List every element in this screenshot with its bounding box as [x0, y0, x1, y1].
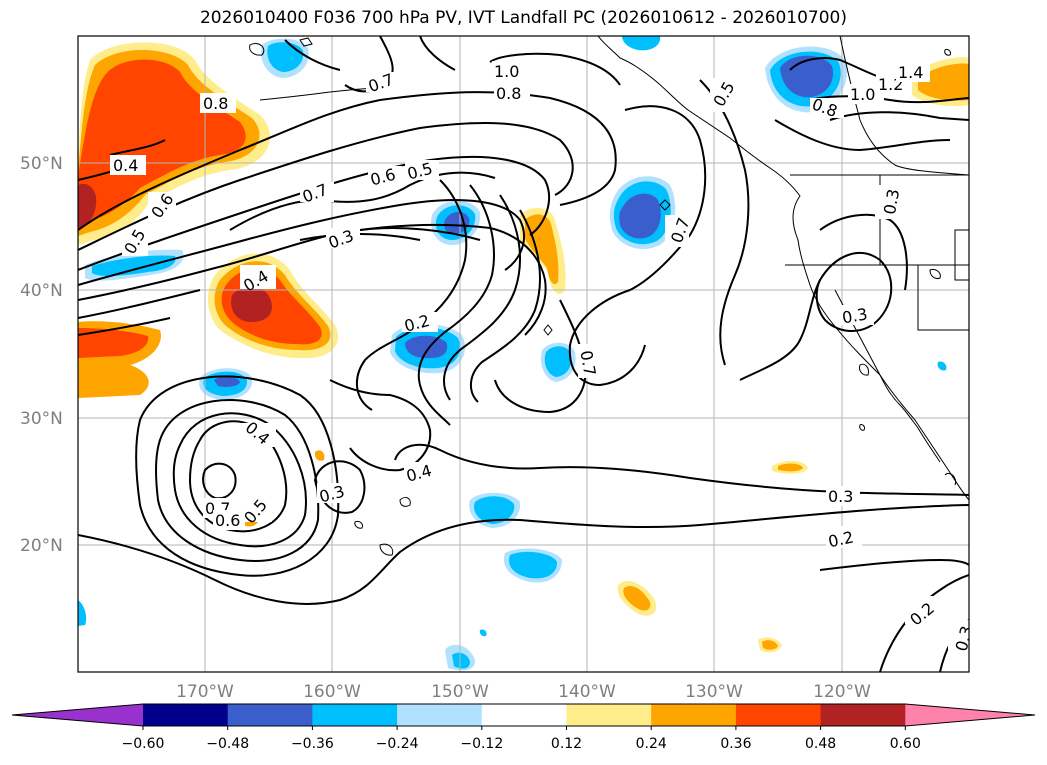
colorbar-tick-label: 0.60: [890, 736, 921, 752]
anomaly-blob: [474, 496, 515, 524]
anomaly-blob: [937, 361, 947, 371]
colorbar-tick-label: −0.48: [206, 736, 249, 752]
lat-label: 40°N: [20, 281, 63, 301]
contour-label: 0.3: [880, 188, 903, 216]
colorbar-segment: [481, 704, 567, 726]
contour-label: 1.0: [494, 62, 519, 81]
colorbar-tick-label: 0.12: [551, 736, 582, 752]
anomaly-blob: [452, 652, 470, 669]
contour-label: 0.7: [576, 349, 599, 377]
lon-label: 120°W: [813, 682, 871, 702]
anomaly-blob: [92, 255, 176, 276]
colorbar-segment: [312, 704, 398, 726]
colorbar-segment: [143, 704, 229, 726]
anomaly-blob: [267, 42, 304, 72]
contour-label: 0.8: [496, 84, 521, 103]
colorbar-segment: [820, 704, 906, 726]
colorbar-tick-label: 0.36: [720, 736, 751, 752]
lon-label: 170°W: [176, 682, 234, 702]
lon-label: 140°W: [558, 682, 616, 702]
contour-label: 0.8: [203, 94, 228, 113]
anomaly-blob: [214, 376, 240, 387]
contour-label: 0.3: [828, 487, 853, 506]
lat-label: 20°N: [20, 536, 63, 556]
anomaly-blob: [762, 640, 778, 650]
anomaly-blob: [78, 183, 97, 228]
colorbar-tick-label: −0.24: [376, 736, 419, 752]
contour-label: 0.2: [827, 527, 856, 551]
colorbar-extend-max: [905, 704, 1035, 726]
lon-label: 160°W: [303, 682, 361, 702]
lon-label: 130°W: [685, 682, 743, 702]
map-title: 2026010400 F036 700 hPa PV, IVT Landfall…: [199, 8, 847, 28]
contour-label: 0.3: [841, 304, 869, 327]
anomaly-blob: [405, 335, 448, 359]
coastlines: [249, 36, 969, 556]
colorbar: −0.60 −0.48 −0.36 −0.24 −0.12 0.12 0.24 0.36 0.4…: [11, 703, 1036, 752]
anomaly-blob: [78, 600, 87, 626]
anomaly-blob: [619, 193, 661, 239]
anomaly-blob: [509, 551, 557, 579]
anomaly-blob: [622, 36, 661, 51]
colorbar-segment: [651, 704, 737, 726]
colorbar-segment: [566, 704, 652, 726]
map-frame: [77, 35, 970, 673]
colorbar-segment: [735, 704, 822, 726]
colorbar-tick-label: 0.24: [636, 736, 667, 752]
contour-label: 1.4: [898, 63, 923, 82]
contour-label: 1.0: [850, 85, 875, 104]
anomaly-blob: [623, 585, 651, 611]
anomaly-blob: [544, 346, 572, 377]
anomaly-blob: [479, 629, 487, 637]
colorbar-tick-label: −0.36: [291, 736, 334, 752]
colorbar-tick-label: 0.48: [805, 736, 836, 752]
contour-label: 0.4: [113, 156, 138, 175]
colorbar-tick-label: −0.60: [122, 736, 165, 752]
anomaly-blob: [314, 450, 325, 461]
anomaly-blob: [231, 285, 272, 322]
pv-contours: [78, 36, 969, 672]
colorbar-segment: [397, 704, 483, 726]
lat-label: 30°N: [20, 409, 63, 429]
lat-label: 50°N: [20, 154, 63, 174]
colorbar-segment: [227, 704, 313, 726]
anomaly-blob: [778, 463, 803, 472]
contour-label: 0.6: [215, 511, 240, 530]
anomaly-blob: [918, 63, 969, 101]
lon-label: 150°W: [431, 682, 489, 702]
contour-labels: 0.8 0.4 0.6 0.5 0.7 0.6 0.5 0.3 1.0 0.8 …: [110, 61, 977, 656]
colorbar-tick-label: −0.12: [460, 736, 503, 752]
anomaly-blob: [78, 328, 149, 358]
colorbar-extend-min: [12, 704, 143, 726]
contour-label: 0.3: [952, 624, 977, 654]
